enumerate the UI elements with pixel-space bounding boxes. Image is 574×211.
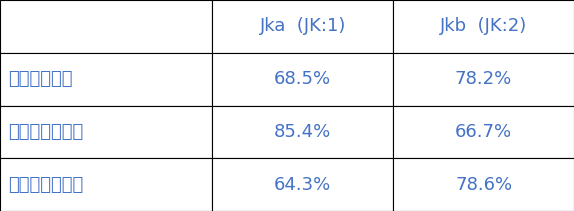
Text: 78.2%: 78.2% bbox=[455, 70, 512, 88]
Bar bbox=[0, 53, 212, 106]
Bar bbox=[212, 0, 393, 53]
Text: Jka  (JK:1): Jka (JK:1) bbox=[259, 17, 346, 35]
Text: 68.5%: 68.5% bbox=[274, 70, 331, 88]
Text: 85.4%: 85.4% bbox=[274, 123, 331, 141]
Bar bbox=[212, 158, 393, 211]
Text: 다문화가정성인: 다문화가정성인 bbox=[9, 176, 84, 194]
Text: 66.7%: 66.7% bbox=[455, 123, 512, 141]
Text: Jkb  (JK:2): Jkb (JK:2) bbox=[440, 17, 528, 35]
Bar bbox=[393, 0, 574, 53]
Text: 78.6%: 78.6% bbox=[455, 176, 512, 194]
Bar bbox=[393, 53, 574, 106]
Bar bbox=[393, 158, 574, 211]
Text: 64.3%: 64.3% bbox=[274, 176, 331, 194]
Bar bbox=[393, 106, 574, 158]
Bar bbox=[0, 106, 212, 158]
Bar bbox=[0, 0, 212, 53]
Text: 다문화가정자녀: 다문화가정자녀 bbox=[9, 123, 84, 141]
Bar bbox=[212, 53, 393, 106]
Bar bbox=[0, 158, 212, 211]
Bar bbox=[212, 106, 393, 158]
Text: 일반가정자녀: 일반가정자녀 bbox=[9, 70, 73, 88]
